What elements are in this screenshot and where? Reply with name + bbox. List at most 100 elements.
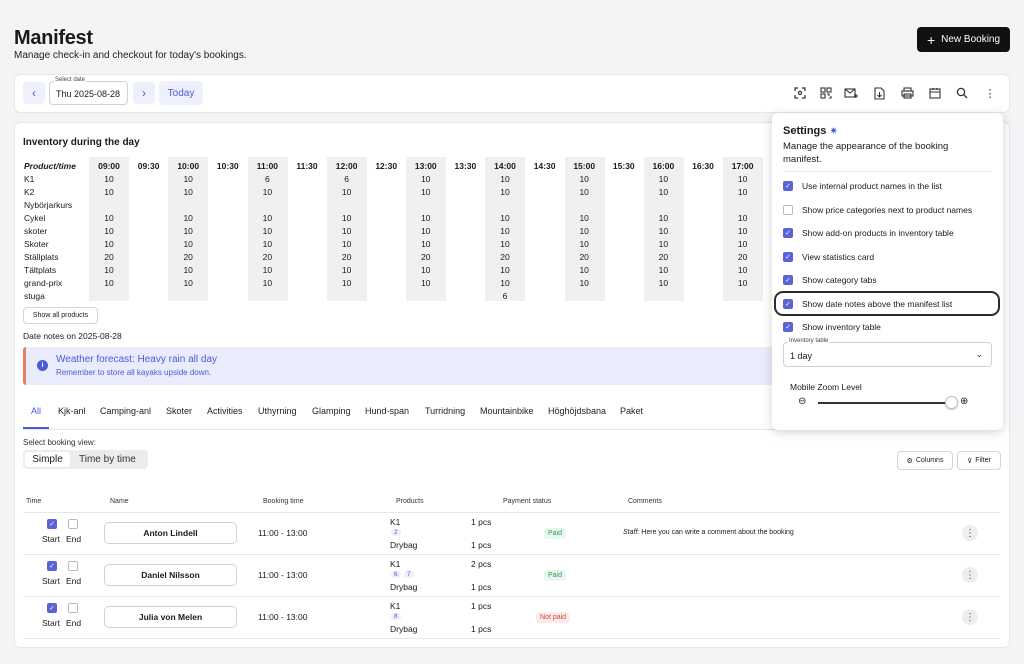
booking-time: 11:00 - 13:00 [258, 612, 308, 622]
view-time-by-time-button[interactable]: Time by time [79, 454, 136, 465]
settings-option[interactable]: ✓ Use internal product names in the list [783, 181, 942, 191]
inventory-cell: 10 [183, 187, 193, 197]
tab-paket[interactable]: Paket [620, 406, 644, 416]
end-label: End [66, 618, 82, 628]
product-name: Drybag [390, 540, 418, 550]
zoom-label: Mobile Zoom Level [790, 382, 862, 392]
product-name: K1 [390, 601, 401, 611]
tab-hund-span[interactable]: Hund-span [365, 406, 410, 416]
row-menu-button[interactable]: ⋮ [962, 567, 978, 583]
inventory-cell: 10 [737, 239, 748, 249]
product-qty: 1 pcs [471, 540, 492, 550]
settings-checkbox[interactable]: ✓ [783, 322, 793, 332]
inventory-cell: 10 [658, 187, 669, 197]
settings-title: Settings ✷ [783, 125, 838, 137]
inventory-cell: 20 [421, 252, 431, 262]
row-menu-button[interactable]: ⋮ [962, 609, 978, 625]
today-button[interactable]: Today [159, 81, 203, 105]
end-checkbox[interactable] [68, 561, 78, 571]
date-select[interactable]: Select date Thu 2025-08-28 [49, 77, 128, 105]
settings-option[interactable]: Show price categories next to product na… [783, 204, 972, 215]
tab-kjk-anl[interactable]: Kjk-anl [58, 406, 86, 416]
start-checkbox[interactable]: ✓ [47, 603, 57, 613]
inventory-time-header: 09:30 [137, 161, 160, 171]
scan-icon[interactable] [793, 86, 807, 100]
settings-checkbox[interactable]: ✓ [783, 275, 793, 285]
settings-checkbox[interactable]: ✓ [783, 251, 793, 262]
tab-all[interactable]: All [31, 406, 42, 416]
tab-skoter[interactable]: Skoter [166, 406, 193, 416]
prev-date-button[interactable]: ‹ [23, 82, 45, 104]
settings-option[interactable]: ✓ Show add-on products in inventory table [783, 228, 954, 238]
tab-camping-anl[interactable]: Camping-anl [100, 406, 152, 416]
zoom-slider-handle[interactable] [945, 396, 958, 409]
inventory-cell: 20 [737, 252, 748, 262]
inventory-cell: 10 [262, 278, 273, 288]
search-icon[interactable] [955, 86, 969, 100]
inventory-cell: 20 [262, 252, 273, 262]
new-booking-button[interactable]: + New Booking [917, 27, 1010, 52]
calendar-icon[interactable] [928, 86, 942, 100]
inventory-cell: 10 [104, 278, 114, 288]
next-date-button[interactable]: › [133, 82, 155, 104]
inventory-cell: 10 [104, 265, 114, 275]
settings-checkbox[interactable]: ✓ [783, 298, 793, 309]
filter-button[interactable]: ⊽ Filter [957, 451, 1001, 470]
show-all-products-button[interactable]: Show all products [23, 307, 98, 324]
inventory-cell: 10 [579, 174, 589, 184]
booking-name-button[interactable]: Daniel Nilsson [104, 564, 237, 586]
settings-option[interactable]: ✓ Show inventory table [783, 322, 881, 332]
zoom-out-icon[interactable]: ⊖ [798, 396, 807, 407]
product-name: Drybag [390, 624, 418, 634]
booking-comment: Staff: Here you can write a comment abou… [623, 529, 794, 536]
settings-checkbox[interactable]: ✓ [783, 181, 793, 191]
zoom-slider-track[interactable] [818, 402, 952, 404]
start-checkbox[interactable]: ✓ [47, 519, 57, 529]
tab-mountainbike[interactable]: Mountainbike [480, 406, 534, 416]
more-vertical-icon[interactable]: ⋮ [984, 87, 996, 100]
row-menu-button[interactable]: ⋮ [962, 525, 978, 541]
inventory-cell: 10 [658, 174, 669, 184]
tab-activities[interactable]: Activities [207, 406, 243, 416]
tab-glamping[interactable]: Glamping [312, 406, 351, 416]
zoom-in-icon[interactable]: ⊕ [960, 396, 969, 407]
print-icon[interactable] [900, 86, 914, 100]
booking-name-button[interactable]: Anton Lindell [104, 522, 237, 544]
end-checkbox[interactable] [68, 603, 78, 613]
settings-option[interactable]: ✓ Show category tabs [783, 275, 877, 285]
tab-uthyrning[interactable]: Uthyrning [258, 406, 297, 416]
unit-chip: 7 [404, 571, 414, 578]
qr-icon[interactable] [819, 86, 833, 100]
inventory-time-header: 14:30 [533, 161, 556, 171]
settings-checkbox[interactable]: ✓ [783, 228, 793, 238]
inventory-cell: 10 [500, 278, 510, 288]
tab-turridning[interactable]: Turridning [425, 406, 466, 416]
inventory-table-select[interactable]: Inventory table 1 day ⌄ [783, 338, 992, 367]
view-simple-button[interactable]: Simple [25, 452, 70, 467]
inventory-time-header: 16:30 [692, 161, 714, 171]
columns-button[interactable]: ⚙ Columns [897, 451, 953, 470]
settings-option[interactable]: ✓ View statistics card [783, 251, 874, 262]
inventory-row-label: Nybörjarkurs [24, 200, 73, 210]
booking-name-button[interactable]: Julia von Melen [104, 606, 237, 628]
settings-checkbox[interactable] [783, 204, 793, 215]
end-checkbox[interactable] [68, 519, 78, 529]
inventory-time-header: 16:00 [652, 161, 675, 171]
mail-plus-icon[interactable] [844, 86, 858, 100]
tabs-divider [23, 429, 1000, 430]
inventory-time-header: 11:30 [296, 161, 318, 171]
inventory-cell: 10 [421, 213, 431, 223]
start-checkbox[interactable]: ✓ [47, 561, 57, 571]
inventory-cell: 10 [104, 239, 114, 249]
product-qty: 1 pcs [471, 601, 492, 611]
start-label: Start [42, 576, 60, 586]
file-download-icon[interactable] [872, 86, 886, 100]
inventory-cell: 10 [737, 187, 748, 197]
inventory-cell: 10 [658, 213, 669, 223]
tab-hoghojdsbana[interactable]: Höghöjdsbana [548, 406, 607, 416]
inventory-time-header: 13:00 [414, 161, 437, 171]
inventory-cell: 10 [421, 187, 431, 197]
settings-option[interactable]: ✓ Show date notes above the manifest list [783, 298, 952, 309]
inventory-cell: 10 [421, 226, 431, 236]
col-time: Time [26, 498, 42, 505]
